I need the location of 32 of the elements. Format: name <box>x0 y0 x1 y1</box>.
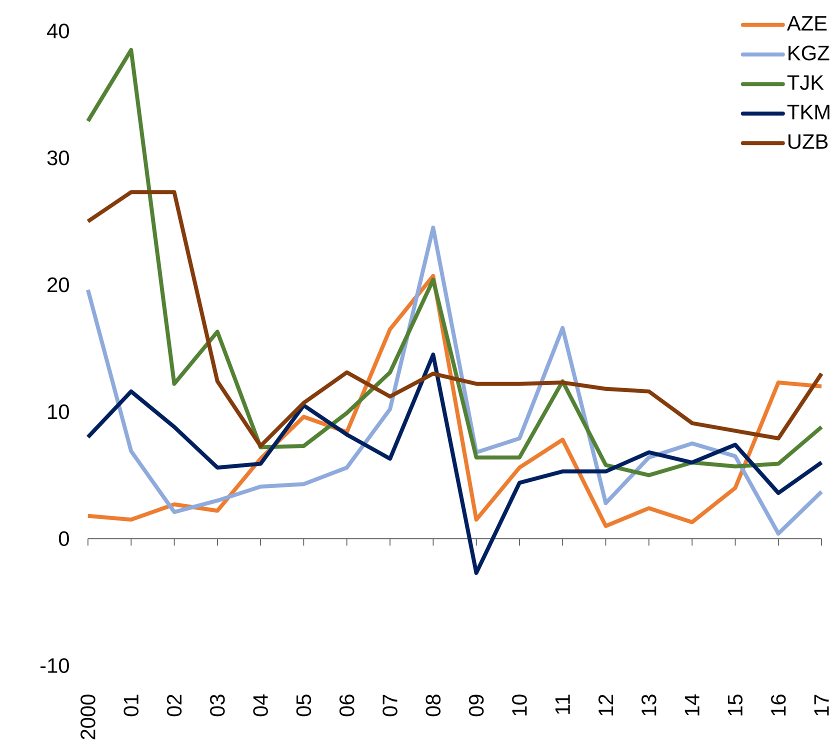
x-tick-label: 16 <box>770 694 786 716</box>
y-tick-label: 20 <box>48 278 69 292</box>
line-series <box>86 190 824 448</box>
y-tick-label: 10 <box>48 404 69 420</box>
x-tick-label: 15 <box>728 694 743 716</box>
legend-label: KGZ <box>788 46 830 61</box>
line-series <box>86 226 824 536</box>
x-tick-label: 06 <box>339 694 354 716</box>
x-tick-label: 09 <box>468 694 484 716</box>
x-tick-label: 01 <box>124 695 139 716</box>
x-tick-label: 10 <box>512 694 527 716</box>
x-tick-label: 02 <box>166 695 182 716</box>
y-tick-label: 30 <box>47 150 69 166</box>
x-tick-label: 03 <box>210 694 225 716</box>
x-tick-label: 11 <box>555 695 570 714</box>
x-tick-label: 07 <box>382 695 398 716</box>
x-tick-label: 17 <box>814 695 829 716</box>
legend-label: AZE <box>786 16 827 31</box>
x-tick-label: 12 <box>598 695 614 716</box>
x-tick-label: 2000 <box>80 694 96 740</box>
x-tick-label: 08 <box>426 694 441 716</box>
y-tick-label: -10 <box>40 658 69 674</box>
x-tick-label: 04 <box>253 694 268 716</box>
line-series <box>86 352 824 576</box>
x-tick-label: 14 <box>684 694 700 716</box>
legend-label: UZB <box>788 134 828 150</box>
y-tick-label: 40 <box>47 24 69 39</box>
legend-label: TJK <box>787 76 824 90</box>
x-tick-label: 13 <box>642 694 656 716</box>
y-tick-label: 0 <box>58 531 69 546</box>
x-tick-label: 05 <box>296 694 312 716</box>
legend-label: TKM <box>787 105 830 120</box>
